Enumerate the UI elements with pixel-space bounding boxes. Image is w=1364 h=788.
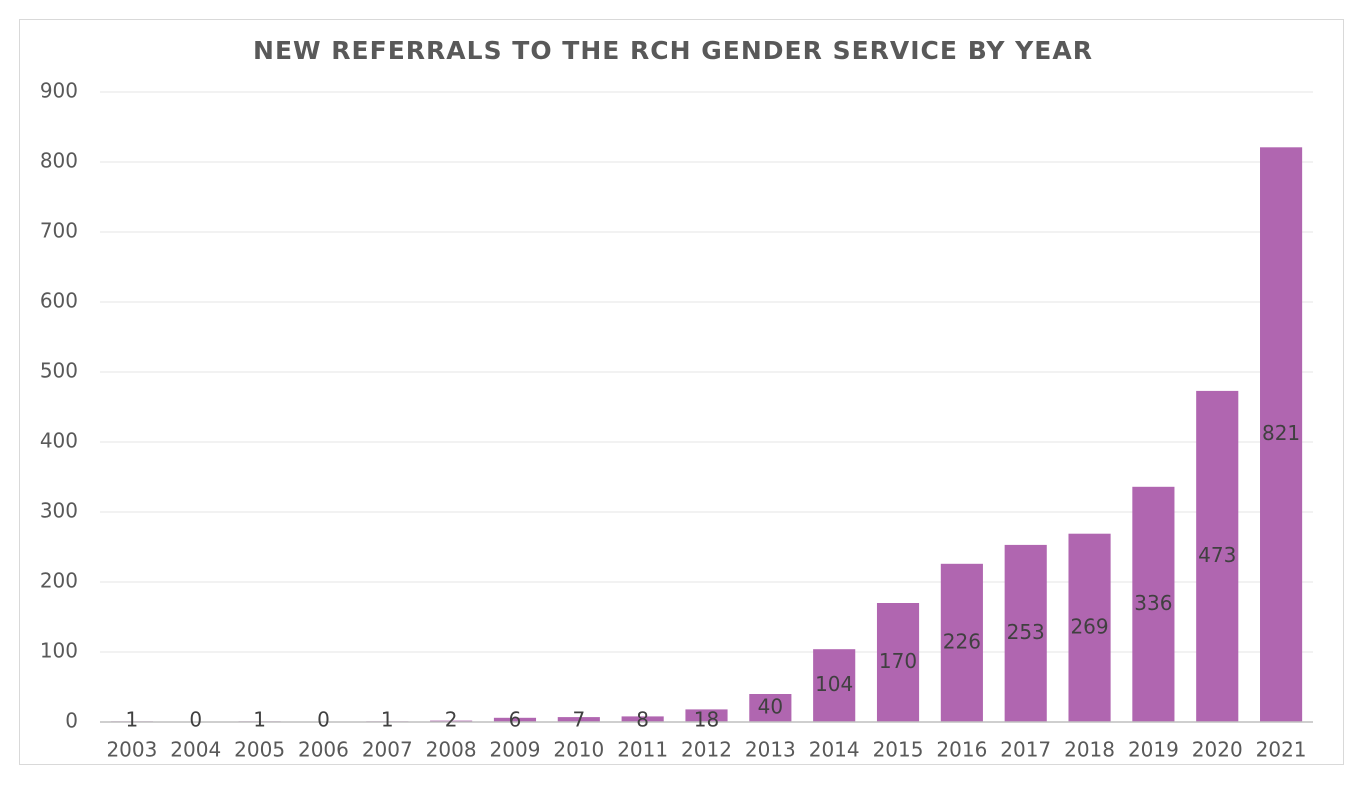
data-labels: 1 0 1 0 1 2 6 7 8 18 40 104 170 226 253 269 336 473 821 xyxy=(126,421,1301,731)
bar xyxy=(493,717,537,722)
bar xyxy=(621,716,664,722)
data-label: 8 xyxy=(636,708,649,732)
data-label: 40 xyxy=(758,695,783,719)
y-tick-label: 100 xyxy=(40,639,78,663)
y-tick-label: 700 xyxy=(40,219,78,243)
y-axis-ticks: 0 100 200 300 400 500 600 700 800 900 xyxy=(40,79,78,733)
x-tick-label: 2014 xyxy=(809,738,860,762)
data-label: 226 xyxy=(943,629,981,653)
data-label: 18 xyxy=(694,708,719,732)
data-label: 170 xyxy=(879,649,917,673)
bar xyxy=(685,709,728,722)
y-tick-label: 400 xyxy=(40,429,78,453)
x-tick-label: 2012 xyxy=(681,738,732,762)
bar xyxy=(940,563,983,722)
bars xyxy=(110,147,1303,723)
x-tick-label: 2010 xyxy=(553,738,604,762)
data-label: 0 xyxy=(317,708,330,732)
x-tick-label: 2007 xyxy=(362,738,413,762)
y-tick-label: 0 xyxy=(65,709,78,733)
data-label: 104 xyxy=(815,672,853,696)
gridlines xyxy=(100,91,1313,653)
x-axis-ticks: 2003 2004 2005 2006 2007 2008 2009 2010 2011 2012… xyxy=(106,738,1306,762)
bar xyxy=(1068,533,1111,722)
bar xyxy=(749,694,792,722)
x-tick-label: 2011 xyxy=(617,738,668,762)
data-label: 269 xyxy=(1070,614,1108,638)
x-tick-label: 2021 xyxy=(1256,738,1307,762)
bar xyxy=(1260,147,1303,723)
chart-title: NEW REFERRALS TO THE RCH GENDER SERVICE … xyxy=(253,36,1093,65)
x-tick-label: 2013 xyxy=(745,738,796,762)
data-label: 0 xyxy=(189,708,202,732)
data-label: 821 xyxy=(1262,421,1300,445)
data-label: 1 xyxy=(253,708,266,732)
data-label: 253 xyxy=(1007,620,1045,644)
data-label: 6 xyxy=(509,708,522,732)
data-label: 1 xyxy=(381,708,394,732)
x-tick-label: 2017 xyxy=(1000,738,1051,762)
y-tick-label: 800 xyxy=(40,149,78,173)
bar xyxy=(557,717,600,722)
x-tick-label: 2009 xyxy=(490,738,541,762)
y-tick-label: 600 xyxy=(40,289,78,313)
bar xyxy=(813,649,856,722)
x-tick-label: 2008 xyxy=(426,738,477,762)
x-tick-label: 2018 xyxy=(1064,738,1115,762)
x-tick-label: 2004 xyxy=(170,738,221,762)
x-tick-label: 2006 xyxy=(298,738,349,762)
x-tick-label: 2020 xyxy=(1192,738,1243,762)
bar xyxy=(1004,544,1047,722)
data-label: 1 xyxy=(126,708,139,732)
x-tick-label: 2015 xyxy=(873,738,924,762)
data-label: 2 xyxy=(445,708,458,732)
x-tick-label: 2003 xyxy=(106,738,157,762)
chart-frame xyxy=(19,19,1344,765)
x-tick-label: 2005 xyxy=(234,738,285,762)
y-tick-label: 200 xyxy=(40,569,78,593)
x-tick-label: 2019 xyxy=(1128,738,1179,762)
data-label: 473 xyxy=(1198,543,1236,567)
y-tick-label: 300 xyxy=(40,499,78,523)
data-label: 336 xyxy=(1134,591,1172,615)
data-label: 7 xyxy=(572,708,585,732)
bar xyxy=(1196,390,1239,722)
y-tick-label: 900 xyxy=(40,79,78,103)
bar xyxy=(1132,486,1175,722)
y-tick-label: 500 xyxy=(40,359,78,383)
x-tick-label: 2016 xyxy=(936,738,987,762)
bar xyxy=(876,603,920,722)
